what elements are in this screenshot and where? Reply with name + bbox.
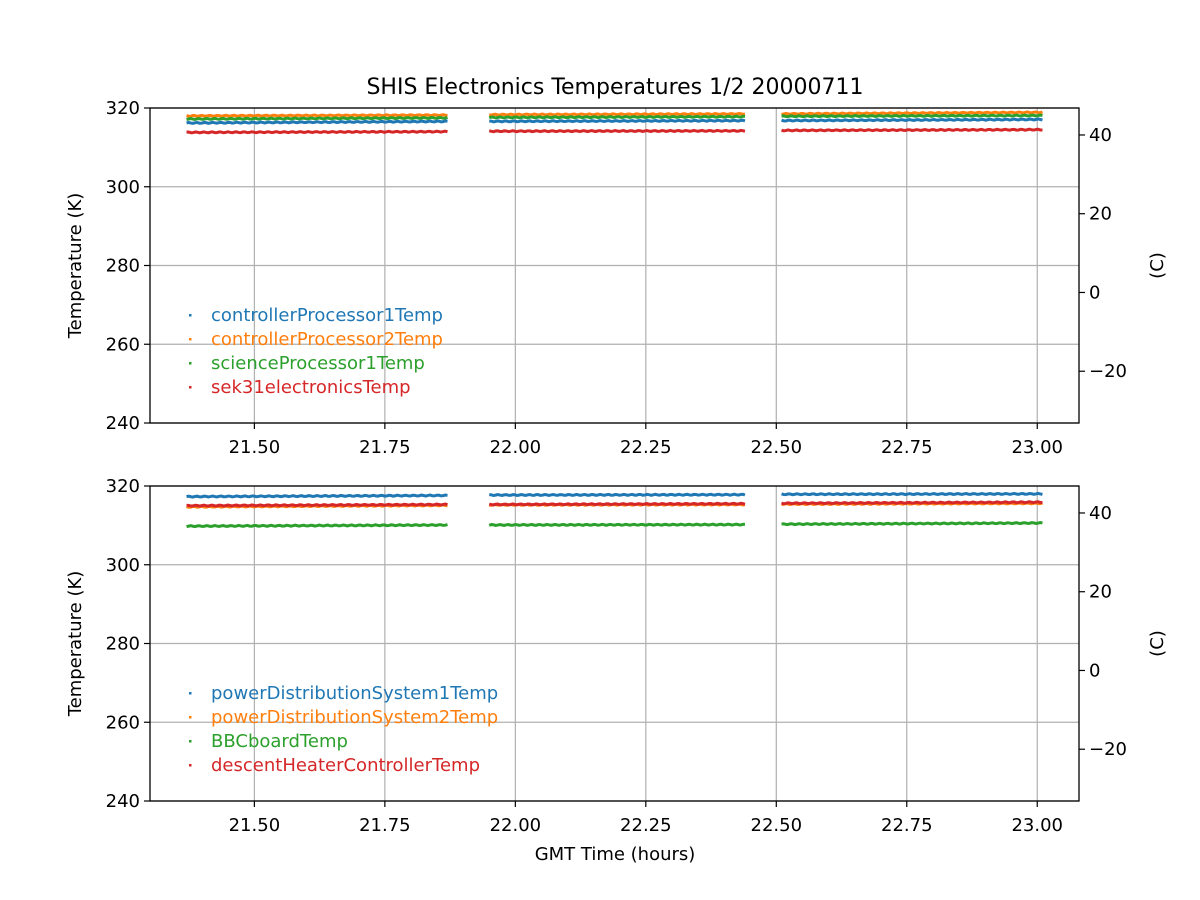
- y-axis-label: Temperature (K): [65, 193, 86, 340]
- y-tick-label: 300: [106, 555, 140, 576]
- legend-label: scienceProcessor1Temp: [211, 353, 425, 374]
- data-segment: [186, 115, 448, 121]
- legend-marker: [189, 740, 192, 743]
- legend: controllerProcessor1Temp controllerProces…: [189, 305, 443, 398]
- series-sek31electronicsTemp: [186, 127, 1043, 135]
- y2-tick-label: 0: [1089, 282, 1100, 303]
- data-segment: [488, 501, 746, 507]
- legend-marker: [189, 692, 192, 695]
- x-tick-label: 22.75: [881, 815, 933, 836]
- legend-label: controllerProcessor1Temp: [211, 305, 443, 326]
- y2-tick-label: 20: [1089, 582, 1112, 603]
- series-scienceProcessor1Temp: [186, 113, 1043, 121]
- y-tick-label: 300: [106, 177, 140, 198]
- x-tick-label: 22.00: [490, 437, 542, 458]
- x-tick-label: 22.25: [620, 437, 672, 458]
- legend-marker: [189, 314, 192, 317]
- series-controllerProcessor1Temp: [186, 117, 1043, 125]
- y-tick-label: 240: [106, 791, 140, 812]
- y-tick-label: 320: [106, 476, 140, 497]
- y-tick-label: 280: [106, 256, 140, 277]
- x-axis-label: GMT Time (hours): [535, 844, 696, 865]
- legend-marker: [189, 338, 192, 341]
- legend-label: controllerProcessor2Temp: [211, 329, 443, 350]
- x-tick-label: 23.00: [1011, 437, 1063, 458]
- y2-tick-label: −20: [1089, 739, 1127, 760]
- y2-tick-label: −20: [1089, 361, 1127, 382]
- x-tick-label: 21.50: [229, 437, 281, 458]
- series-descentHeaterControllerTemp: [186, 500, 1043, 508]
- y-axis-label: Temperature (K): [65, 571, 86, 718]
- data-segment: [781, 491, 1043, 497]
- y-tick-label: 260: [106, 334, 140, 355]
- y2-tick-label: 20: [1089, 204, 1112, 225]
- data-segment: [781, 113, 1043, 119]
- legend-marker: [189, 716, 192, 719]
- x-tick-label: 22.75: [881, 437, 933, 458]
- data-segment: [781, 127, 1043, 133]
- data-segment: [488, 114, 746, 120]
- legend-label: powerDistributionSystem1Temp: [211, 683, 498, 704]
- x-tick-label: 22.00: [490, 815, 542, 836]
- x-tick-label: 22.50: [751, 437, 803, 458]
- legend-label: BBCboardTemp: [211, 731, 348, 752]
- x-tick-label: 23.00: [1011, 815, 1063, 836]
- bottom-panel: 21.50 21.75 22.00 22.25 22.50 22.75 23.00 240 26…: [65, 476, 1168, 836]
- legend-label: sek31electronicsTemp: [211, 377, 411, 398]
- data-segment: [186, 493, 448, 499]
- data-segment: [781, 521, 1043, 527]
- y2-tick-label: 40: [1089, 503, 1112, 524]
- top-panel: 21.50 21.75 22.00 22.25 22.50 22.75 23.00 240 26…: [65, 98, 1168, 458]
- y2-axis-label: (C): [1147, 630, 1168, 657]
- y-tick-label: 320: [106, 98, 140, 119]
- x-tick-label: 21.75: [359, 815, 411, 836]
- data-segment: [781, 500, 1043, 506]
- data-segment: [488, 111, 746, 117]
- legend: powerDistributionSystem1Temp powerDistrib…: [189, 683, 498, 776]
- y2-tick-label: 0: [1089, 660, 1100, 681]
- y-tick-label: 260: [106, 712, 140, 733]
- x-tick-label: 22.50: [751, 815, 803, 836]
- legend-marker: [189, 386, 192, 389]
- x-tick-label: 22.25: [620, 815, 672, 836]
- y2-axis-label: (C): [1147, 252, 1168, 279]
- data-segment: [186, 119, 448, 125]
- data-segment: [488, 522, 746, 527]
- data-segment: [781, 117, 1043, 123]
- series-BBCboardTemp: [186, 521, 1043, 529]
- legend-marker: [189, 764, 192, 767]
- y2-tick-label: 40: [1089, 125, 1112, 146]
- x-tick-label: 21.50: [229, 815, 281, 836]
- legend-label: powerDistributionSystem2Temp: [211, 707, 498, 728]
- data-segment: [186, 113, 448, 118]
- data-segment: [489, 492, 746, 498]
- data-segment: [488, 128, 746, 134]
- data-segment: [781, 110, 1043, 116]
- series-powerDistributionSystem1Temp: [186, 491, 1043, 499]
- figure-title: SHIS Electronics Temperatures 1/2 200007…: [366, 75, 863, 100]
- y-tick-label: 240: [106, 413, 140, 434]
- legend-label: descentHeaterControllerTemp: [211, 755, 480, 776]
- data-segment: [489, 118, 746, 124]
- data-segment: [186, 523, 448, 529]
- series-controllerProcessor2Temp: [186, 110, 1043, 118]
- data-segment: [186, 129, 448, 135]
- x-tick-label: 21.75: [359, 437, 411, 458]
- legend-marker: [189, 362, 192, 365]
- y-tick-label: 280: [106, 634, 140, 655]
- data-segment: [186, 502, 448, 508]
